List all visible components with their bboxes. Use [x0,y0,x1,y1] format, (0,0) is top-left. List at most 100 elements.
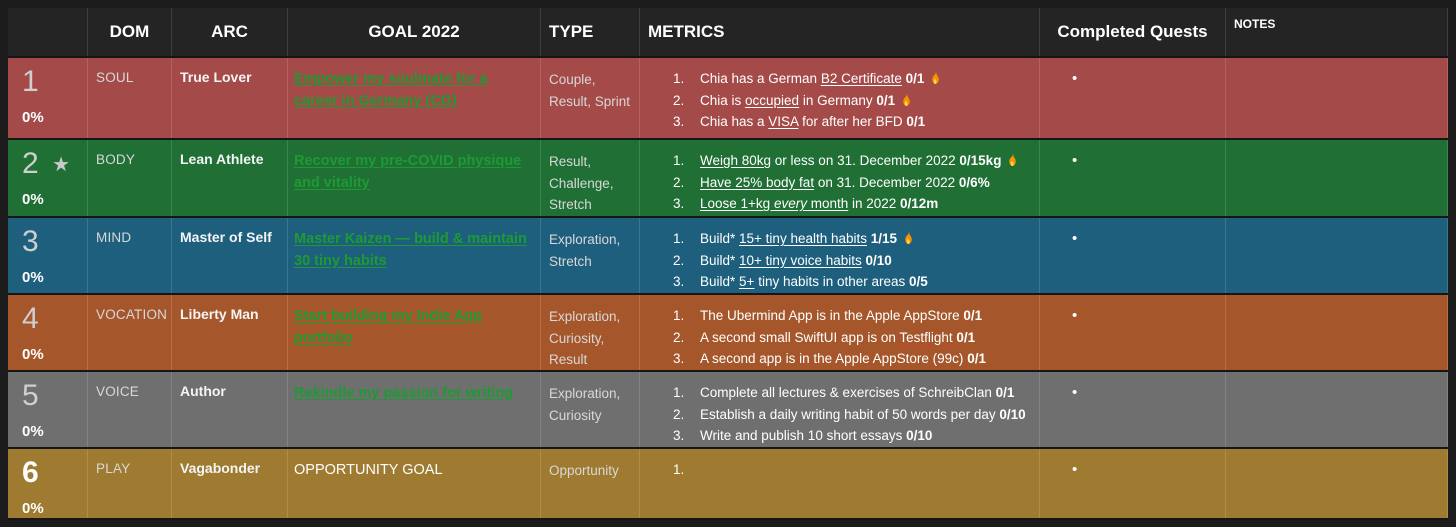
header-dom[interactable]: DOM [88,8,172,56]
metric-text: Build* [700,252,740,268]
goal-link[interactable]: Master Kaizen — build & maintain 30 tiny… [294,231,527,269]
progress-percent: 0% [22,346,44,363]
header-arc[interactable]: ARC [172,8,288,56]
metric-text: VISA [768,114,799,129]
dom-label: SOUL [96,70,134,85]
notes-cell[interactable] [1226,295,1448,370]
notes-cell[interactable] [1226,372,1448,447]
goal-cell[interactable]: OPPORTUNITY GOAL [288,449,541,518]
metrics-cell[interactable]: Weigh 80kg or less on 31. December 2022 … [640,140,1040,216]
dom-cell[interactable]: PLAY [88,449,172,518]
fire-icon [905,231,912,244]
completed-quests-cell[interactable]: • [1040,372,1226,447]
row-number: 4 [22,302,39,335]
goal-link[interactable]: Empower my soulmate for a career in Germ… [294,71,488,109]
metric-text: every [773,196,807,211]
goal-link: OPPORTUNITY GOAL [294,462,443,478]
completed-quests-cell[interactable]: • [1040,58,1226,138]
completed-quests-cell[interactable]: • [1040,218,1226,293]
goal-link[interactable]: Start building my Indie App portfolio [294,308,482,346]
notes-cell[interactable] [1226,58,1448,138]
type-cell[interactable]: Exploration, Curiosity [541,372,640,447]
table-row: 4 ★ 0% VOCATION Liberty Man Start buildi… [8,295,1448,372]
row-number-cell[interactable]: 1 ★ 0% [8,58,88,138]
header-completed-quests[interactable]: Completed Quests [1040,8,1226,56]
arc-label: Liberty Man [180,306,259,322]
type-cell[interactable]: Exploration, Stretch [541,218,640,293]
metric-text: 0/15kg [959,153,1002,168]
arc-cell[interactable]: Master of Self [172,218,288,293]
metric-item: Write and publish 10 short essays 0/10 [673,425,1031,447]
arc-cell[interactable]: Lean Athlete [172,140,288,216]
goal-cell[interactable]: Empower my soulmate for a career in Germ… [288,58,541,138]
bullet-icon: • [1072,307,1078,324]
notes-cell[interactable] [1226,218,1448,293]
goal-cell[interactable]: Start building my Indie App portfolio [288,295,541,370]
metric-text: Build* [700,274,740,289]
header-type[interactable]: TYPE [541,8,640,56]
type-cell[interactable]: Opportunity [541,449,640,518]
metrics-cell[interactable]: Chia has a German B2 Certificate 0/1 Chia… [640,58,1040,138]
type-label: Exploration, Curiosity, Result [549,309,621,367]
metric-item: Build* 15+ tiny health habits 1/15 [673,228,1031,250]
header-metrics[interactable]: METRICS [640,8,1040,56]
row-number: 5 [22,379,39,412]
arc-label: Author [180,383,226,399]
row-number-cell[interactable]: 5 ★ 0% [8,372,88,447]
row-number-cell[interactable]: 2 ★ 0% [8,140,88,216]
metric-item: The Ubermind App is in the Apple AppStor… [673,305,1031,327]
goal-link[interactable]: Recover my pre-COVID physique and vitali… [294,153,522,191]
notes-cell[interactable] [1226,140,1448,216]
goal-cell[interactable]: Rekindle my passion for writing [288,372,541,447]
type-cell[interactable]: Result, Challenge, Stretch [541,140,640,216]
row-number-cell[interactable]: 3 ★ 0% [8,218,88,293]
type-cell[interactable]: Couple, Result, Sprint [541,58,640,138]
metrics-cell[interactable] [640,449,1040,518]
header-index[interactable] [8,8,88,56]
goal-link[interactable]: Rekindle my passion for writing [294,385,514,401]
dom-cell[interactable]: SOUL [88,58,172,138]
metrics-list: Chia has a German B2 Certificate 0/1 Chia… [648,68,1031,133]
metric-text: 1/15 [870,231,898,246]
metric-item: Chia is occupied in Germany 0/1 [673,90,1031,112]
arc-label: Vagabonder [180,460,261,476]
metric-text: 0/10 [865,252,892,268]
type-cell[interactable]: Exploration, Curiosity, Result [541,295,640,370]
notes-cell[interactable] [1226,449,1448,518]
completed-quests-cell[interactable]: • [1040,295,1226,370]
arc-cell[interactable]: Vagabonder [172,449,288,518]
dom-label: VOICE [96,384,140,399]
completed-quests-cell[interactable]: • [1040,140,1226,216]
bullet-icon: • [1072,70,1078,87]
goal-cell[interactable]: Recover my pre-COVID physique and vitali… [288,140,541,216]
metric-text: 0/10 [906,428,933,443]
dom-cell[interactable]: VOCATION [88,295,172,370]
metric-text: 0/5 [909,274,928,289]
header-goal-2022[interactable]: GOAL 2022 [288,8,541,56]
completed-quests-cell[interactable]: • [1040,449,1226,518]
row-number-cell[interactable]: 6 ★ 0% [8,449,88,518]
arc-cell[interactable]: Liberty Man [172,295,288,370]
metrics-cell[interactable]: Complete all lectures & exercises of Sch… [640,372,1040,447]
metric-text: Build* [700,231,740,246]
dom-cell[interactable]: BODY [88,140,172,216]
metric-text: for after her BFD [798,114,907,129]
progress-percent: 0% [22,269,44,286]
arc-cell[interactable]: True Lover [172,58,288,138]
bullet-icon: • [1072,230,1078,247]
type-label: Result, Challenge, Stretch [549,154,614,212]
metric-text: in 2022 [848,196,901,211]
metrics-cell[interactable]: Build* 15+ tiny health habits 1/15 Build*… [640,218,1040,293]
row-number: 2 [22,147,39,180]
arc-cell[interactable]: Author [172,372,288,447]
header-notes[interactable]: NOTES [1226,8,1448,56]
row-number-cell[interactable]: 4 ★ 0% [8,295,88,370]
metrics-cell[interactable]: The Ubermind App is in the Apple AppStor… [640,295,1040,370]
metric-text: Write and publish 10 short essays [700,428,907,443]
dom-label: BODY [96,152,136,167]
dom-cell[interactable]: MIND [88,218,172,293]
goal-cell[interactable]: Master Kaizen — build & maintain 30 tiny… [288,218,541,293]
metric-text: tiny habits in other areas [754,274,910,289]
progress-percent: 0% [22,423,44,440]
dom-cell[interactable]: VOICE [88,372,172,447]
